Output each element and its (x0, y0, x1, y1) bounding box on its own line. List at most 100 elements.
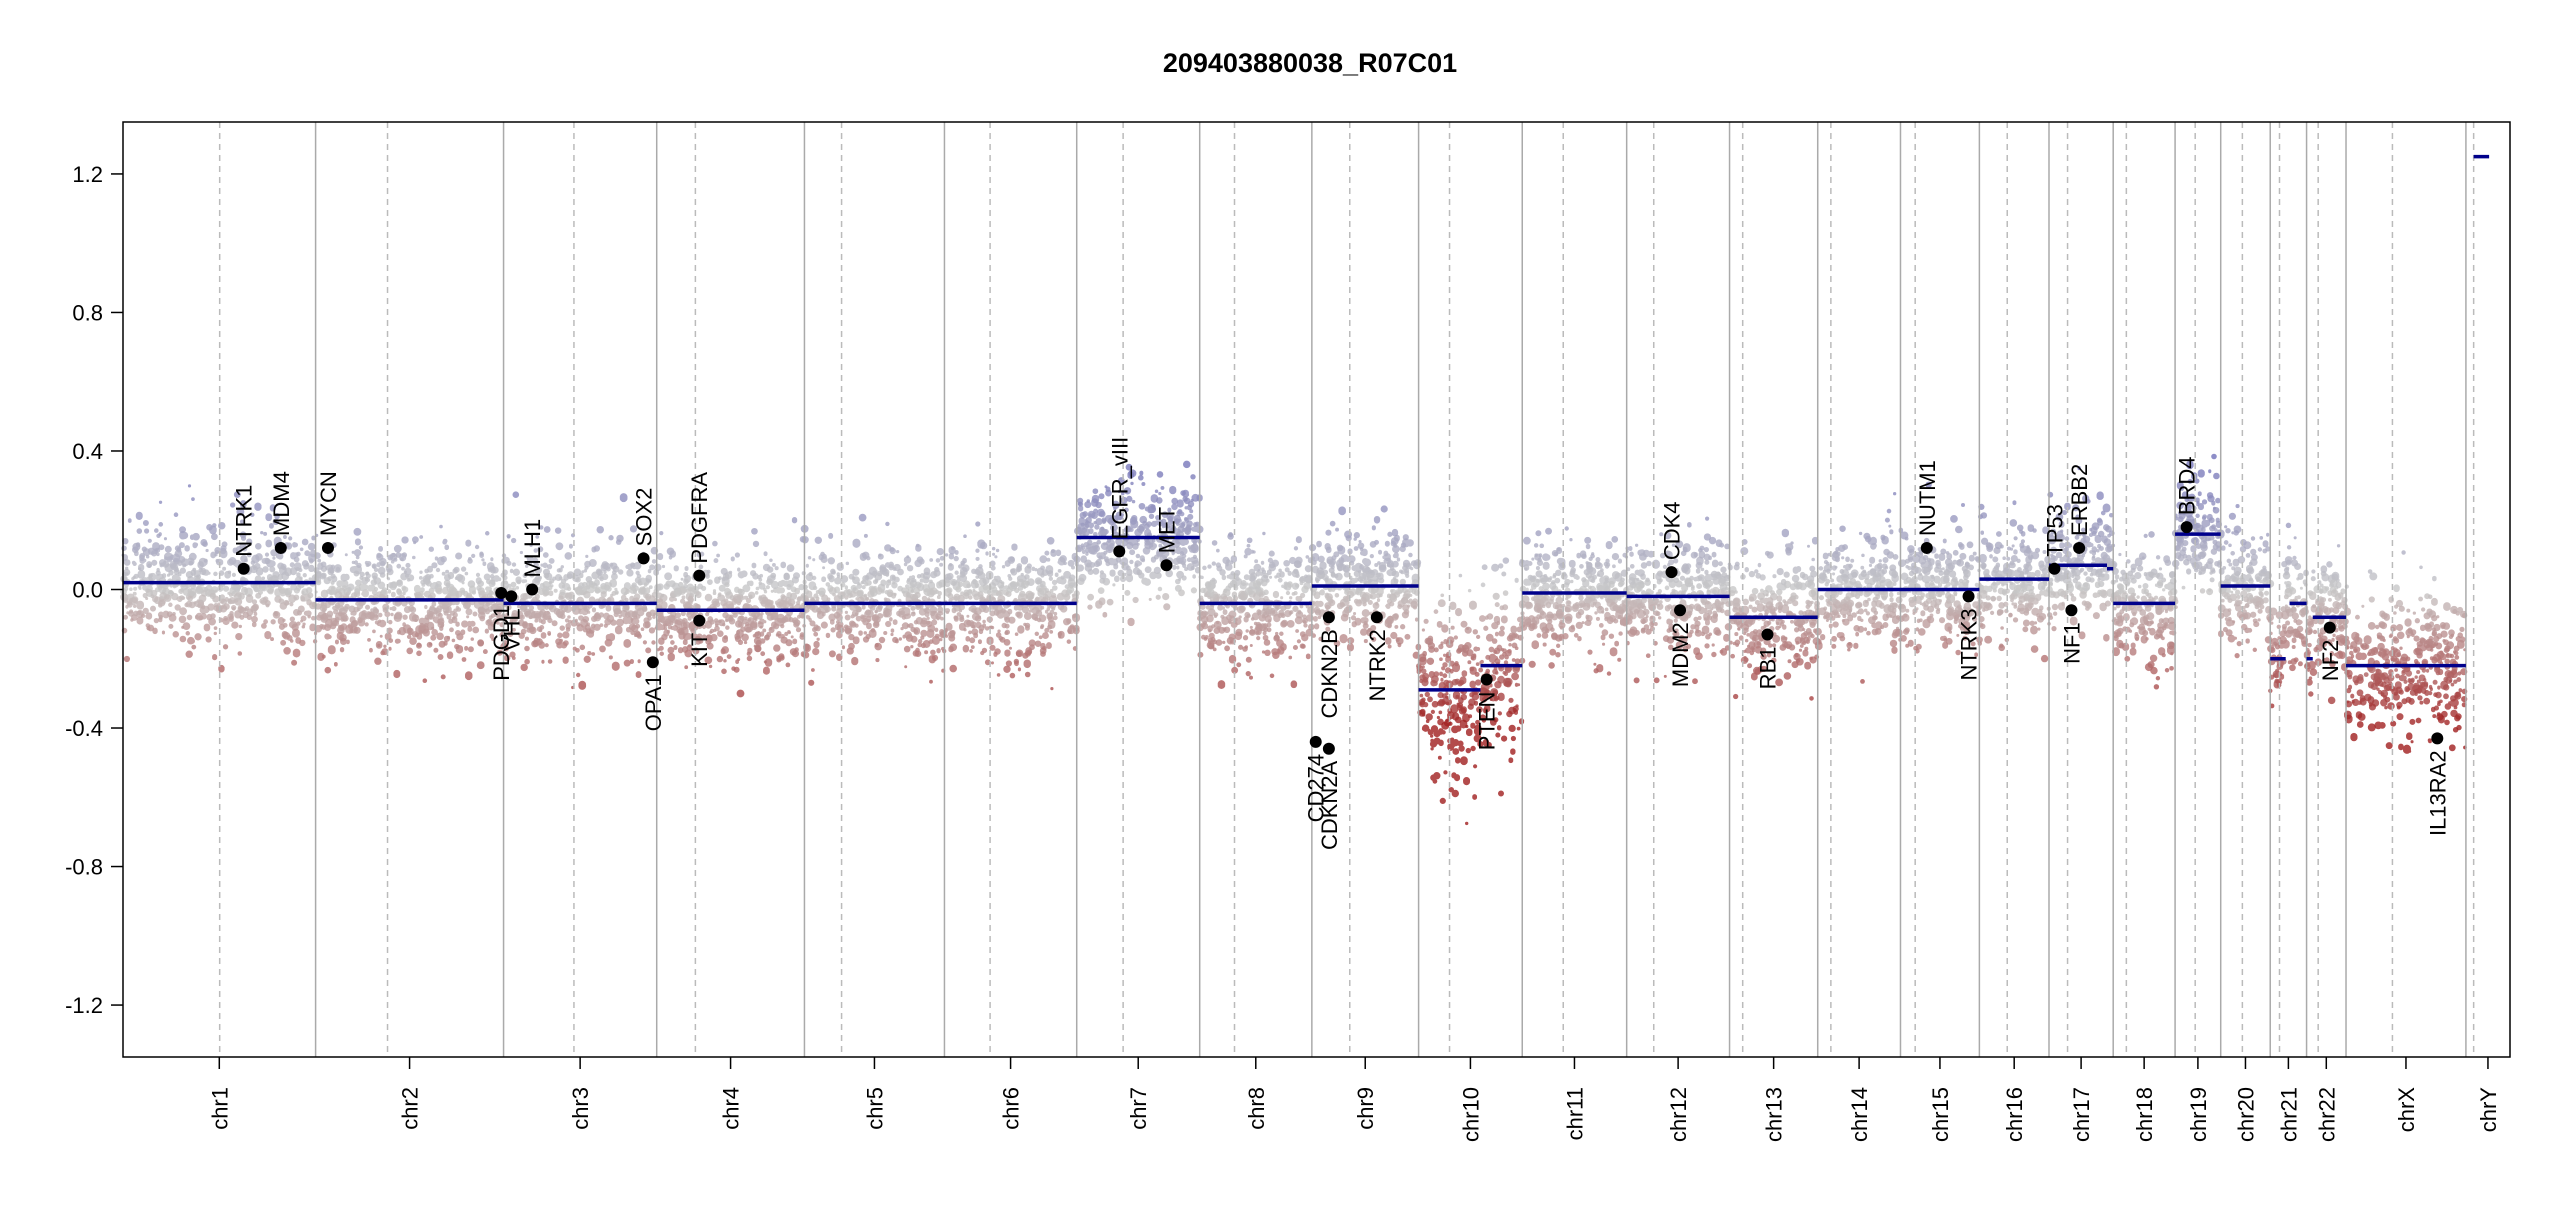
probe-point-cluster (515, 576, 651, 584)
probe-point-cluster (1855, 631, 1860, 637)
probe-point-cluster (809, 604, 921, 611)
probe-point-cluster (1787, 659, 1792, 664)
probe-point-cluster (317, 570, 469, 578)
probe-point-cluster (813, 624, 819, 631)
probe-point-cluster (2143, 533, 2148, 538)
probe-point-cluster (2336, 636, 2340, 641)
probe-point-cluster (1687, 522, 1692, 528)
probe-point-cluster (1316, 538, 1414, 548)
probe-point-cluster (2242, 609, 2247, 615)
probe-point-cluster (1028, 639, 1036, 647)
probe-point-cluster (506, 559, 597, 567)
probe-point-cluster (2118, 641, 2175, 650)
probe-point-cluster (2229, 575, 2270, 582)
probe-point-cluster (1675, 641, 1710, 650)
probe-point-cluster (1208, 631, 1243, 641)
probe-point-cluster (2134, 571, 2164, 581)
probe-point-cluster (2287, 660, 2292, 665)
gene-label-cdk4: CDK4 (1660, 501, 1685, 560)
probe-point-cluster (179, 525, 217, 535)
probe-point-cluster (678, 585, 797, 594)
probe-point-cluster (959, 574, 1073, 583)
probe-point-cluster (123, 613, 253, 621)
probe-point-cluster (2344, 635, 2434, 642)
probe-point-cluster (512, 584, 618, 595)
probe-point-cluster (1498, 563, 1504, 569)
probe-point-cluster (2045, 586, 2084, 594)
probe-point-cluster (966, 619, 975, 627)
probe-point-cluster (503, 616, 650, 625)
probe-point-cluster (776, 655, 785, 661)
probe-point-cluster (978, 624, 1030, 632)
probe-point-cluster (1253, 620, 1295, 628)
probe-point-cluster (1555, 634, 1582, 642)
probe-point-cluster (1727, 564, 1816, 572)
probe-point-cluster (2344, 714, 2353, 724)
probe-point-cluster (354, 538, 448, 546)
probe-point-cluster (389, 552, 398, 561)
probe-point-cluster (283, 647, 291, 655)
probe-point-cluster (1466, 649, 1512, 657)
probe-point-cluster (1617, 657, 1622, 662)
probe-point-cluster (2432, 714, 2437, 719)
probe-point-cluster (1330, 562, 1364, 571)
probe-point-cluster (1830, 589, 1885, 597)
probe-point-cluster (254, 502, 262, 511)
probe-point-cluster (2048, 615, 2054, 620)
probe-point-cluster (2111, 567, 2136, 575)
probe-point-cluster (1098, 493, 1105, 500)
probe-point-cluster (1825, 616, 1876, 625)
probe-point-cluster (1425, 712, 1473, 721)
probe-point-cluster (2367, 696, 2375, 705)
probe-point-cluster (2056, 534, 2108, 544)
probe-point-cluster (2336, 544, 2341, 548)
probe-point-cluster (1723, 633, 1730, 642)
probe-point-cluster (1222, 556, 1313, 565)
probe-point-cluster (299, 639, 306, 647)
probe-point-cluster (1743, 627, 1749, 633)
probe-point-cluster (2051, 625, 2057, 632)
probe-point-cluster (1845, 590, 1889, 600)
probe-point-cluster (230, 500, 247, 509)
probe-point-cluster (2363, 672, 2369, 677)
probe-point-cluster (1449, 601, 1457, 610)
probe-point-cluster (2001, 581, 2048, 588)
probe-point-cluster (1729, 589, 1816, 597)
probe-point-cluster (1530, 581, 1609, 592)
probe-point-cluster (2253, 621, 2260, 628)
gene-label-ntrk1: NTRK1 (232, 485, 257, 557)
probe-point-cluster (974, 581, 1078, 590)
probe-point-cluster (1315, 578, 1406, 587)
probe-point-cluster (1008, 616, 1042, 624)
probe-point-cluster (1980, 529, 2024, 535)
probe-point-cluster (968, 630, 972, 635)
probe-point-cluster (1646, 559, 1723, 568)
probe-point-cluster (958, 563, 1032, 569)
probe-point-cluster (1732, 602, 1811, 610)
x-tick-label: chr8 (1244, 1087, 1269, 1130)
probe-point-cluster (2126, 557, 2143, 567)
probe-point-cluster (2234, 652, 2240, 659)
probe-point-cluster (1781, 528, 1790, 538)
probe-point-cluster (1653, 600, 1732, 608)
probe-point-cluster (2322, 657, 2330, 663)
probe-point-cluster (971, 623, 1045, 629)
probe-point-cluster (1323, 617, 1362, 626)
probe-point-cluster (537, 546, 597, 553)
probe-point-cluster (909, 593, 941, 600)
probe-point-cluster (2078, 631, 2086, 640)
probe-point-cluster (1893, 492, 1897, 496)
probe-point-cluster (1955, 525, 1963, 534)
probe-point-cluster (1681, 564, 1689, 573)
probe-point-cluster (2130, 563, 2137, 570)
probe-point-cluster (564, 604, 648, 614)
probe-point-cluster (984, 659, 991, 666)
probe-point-cluster (924, 649, 936, 656)
probe-point-cluster (1074, 559, 1200, 568)
probe-point-cluster (2008, 612, 2041, 618)
probe-point-cluster (1737, 627, 1741, 631)
probe-point-cluster (1980, 562, 2029, 570)
probe-point-cluster (583, 591, 591, 599)
probe-point-cluster (1733, 620, 1738, 625)
probe-point-cluster (808, 570, 938, 579)
